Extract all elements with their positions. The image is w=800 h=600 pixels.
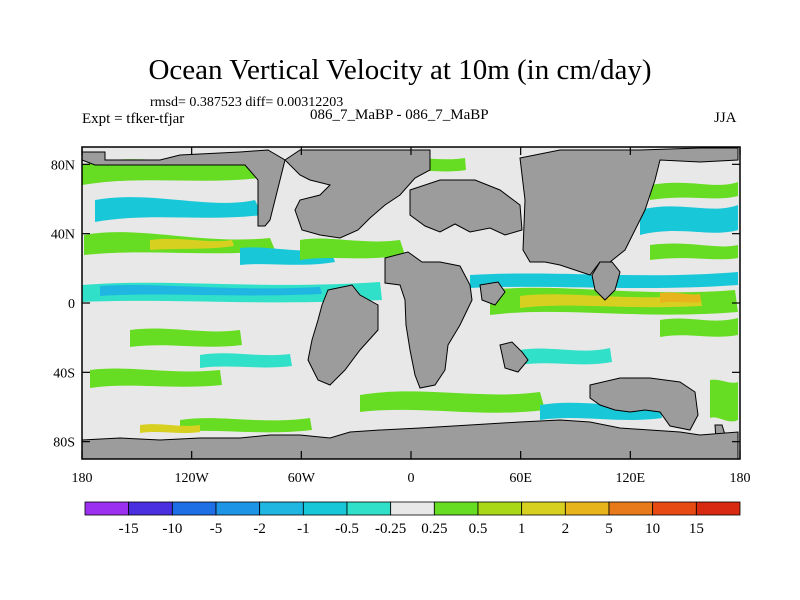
- land-greenland: [81, 147, 286, 227]
- colorbar-swatch: [652, 501, 697, 516]
- colorbar-swatch: [390, 501, 435, 516]
- y-tick-label: 80S: [53, 436, 75, 451]
- season-label: JJA: [714, 110, 737, 126]
- colorbar-swatch: [346, 501, 392, 516]
- land-australia: [589, 377, 699, 431]
- land-north-atlantic: [284, 149, 431, 239]
- colorbar-swatch: [433, 501, 479, 516]
- colorbar-swatch: [171, 501, 217, 516]
- chart-title: Ocean Vertical Velocity at 10m (in cm/da…: [148, 54, 652, 86]
- land-mask: [81, 147, 739, 460]
- land-eurasia-west: [409, 179, 523, 236]
- colorbar-label: 1: [518, 521, 526, 537]
- y-axis: 80N 40N 0 40S 80S: [51, 158, 740, 451]
- comparison-label: 086_7_MaBP - 086_7_MaBP: [310, 107, 489, 123]
- land-antarctica: [81, 419, 739, 460]
- colorbar-label: 10: [645, 521, 660, 537]
- colorbar-swatch: [564, 501, 610, 516]
- land-south-america: [307, 284, 379, 386]
- x-tick-label: 0: [408, 471, 415, 486]
- colorbar-swatch: [477, 501, 523, 516]
- y-tick-label: 80N: [51, 158, 75, 173]
- colorbar-swatch: [128, 501, 173, 516]
- land-madagascar: [499, 341, 529, 373]
- experiment-label: Expt = tfker-tfjar: [82, 111, 185, 127]
- colorbar: -15 -10 -5 -2 -1 -0.5 -0.25 0.25 0.5 1 2 5 10 15: [84, 501, 741, 537]
- land-africa: [384, 251, 473, 389]
- colorbar-label: -1: [297, 521, 310, 537]
- colorbar-label: 0.5: [469, 521, 488, 537]
- colorbar-label: -15: [119, 521, 139, 537]
- colorbar-label: -0.5: [335, 521, 359, 537]
- x-tick-label: 120W: [175, 471, 210, 486]
- land-arabia: [479, 281, 506, 306]
- x-tick-label: 120E: [616, 471, 646, 486]
- land-eurasia-east: [519, 147, 739, 276]
- colorbar-swatch: [215, 501, 261, 516]
- y-tick-label: 40N: [51, 228, 75, 243]
- x-axis: 180 120W 60W 0 60E 120E 180: [72, 147, 751, 486]
- colorbar-label: -0.25: [375, 521, 406, 537]
- colorbar-label: 5: [605, 521, 613, 537]
- colorbar-swatch: [608, 501, 654, 516]
- colorbar-swatch: [259, 501, 304, 516]
- colorbar-label: 0.25: [421, 521, 447, 537]
- colorbar-label: -10: [162, 521, 182, 537]
- x-tick-label: 180: [72, 471, 93, 486]
- colorbar-label: -5: [210, 521, 223, 537]
- x-tick-label: 60W: [288, 471, 316, 486]
- colorbar-label: -2: [253, 521, 266, 537]
- x-tick-label: 180: [730, 471, 751, 486]
- y-tick-label: 0: [68, 297, 75, 312]
- colorbar-label: 15: [689, 521, 704, 537]
- y-tick-label: 40S: [53, 366, 75, 381]
- stats-label: rmsd= 0.387523 diff= 0.00312203: [150, 95, 344, 110]
- colorbar-swatch: [695, 501, 741, 516]
- colorbar-label: 2: [562, 521, 570, 537]
- land-india: [591, 261, 621, 301]
- x-tick-label: 60E: [509, 471, 532, 486]
- colorbar-swatch: [521, 501, 566, 516]
- colorbar-swatch: [84, 501, 130, 516]
- colorbar-swatch: [302, 501, 348, 516]
